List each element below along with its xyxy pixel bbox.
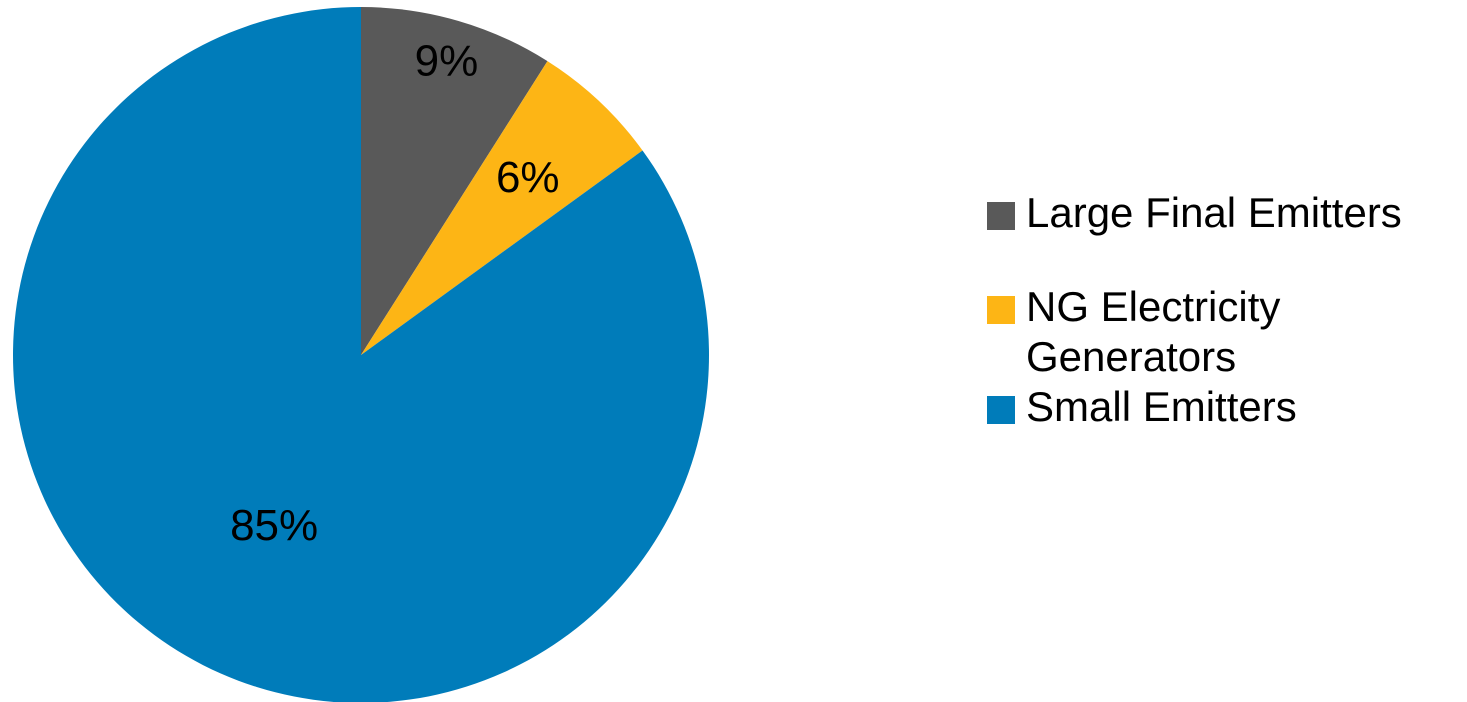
data-label: 9% <box>415 36 479 85</box>
data-label: 85% <box>230 501 318 550</box>
legend-swatch <box>987 202 1015 230</box>
pie-plot-area: 9% 6% 85% <box>13 7 709 702</box>
legend-item-ng-electricity-generators: NG Electricity Generators <box>987 282 1457 382</box>
legend-label: NG Electricity Generators <box>1026 283 1281 380</box>
data-label: 6% <box>496 153 560 202</box>
pie-slice-small-emitters <box>13 7 709 702</box>
legend-label: Large Final Emitters <box>1026 189 1402 236</box>
legend-item-large-final-emitters: Large Final Emitters <box>987 188 1457 238</box>
legend-label: Small Emitters <box>1026 383 1297 430</box>
legend: Large Final Emitters NG Electricity Gene… <box>987 188 1457 432</box>
legend-item-small-emitters: Small Emitters <box>987 382 1457 432</box>
legend-swatch <box>987 296 1015 324</box>
legend-swatch <box>987 396 1015 424</box>
pie-slice-ng-electricity-generators <box>361 61 643 355</box>
pie-slice-large-final-emitters <box>361 7 548 355</box>
